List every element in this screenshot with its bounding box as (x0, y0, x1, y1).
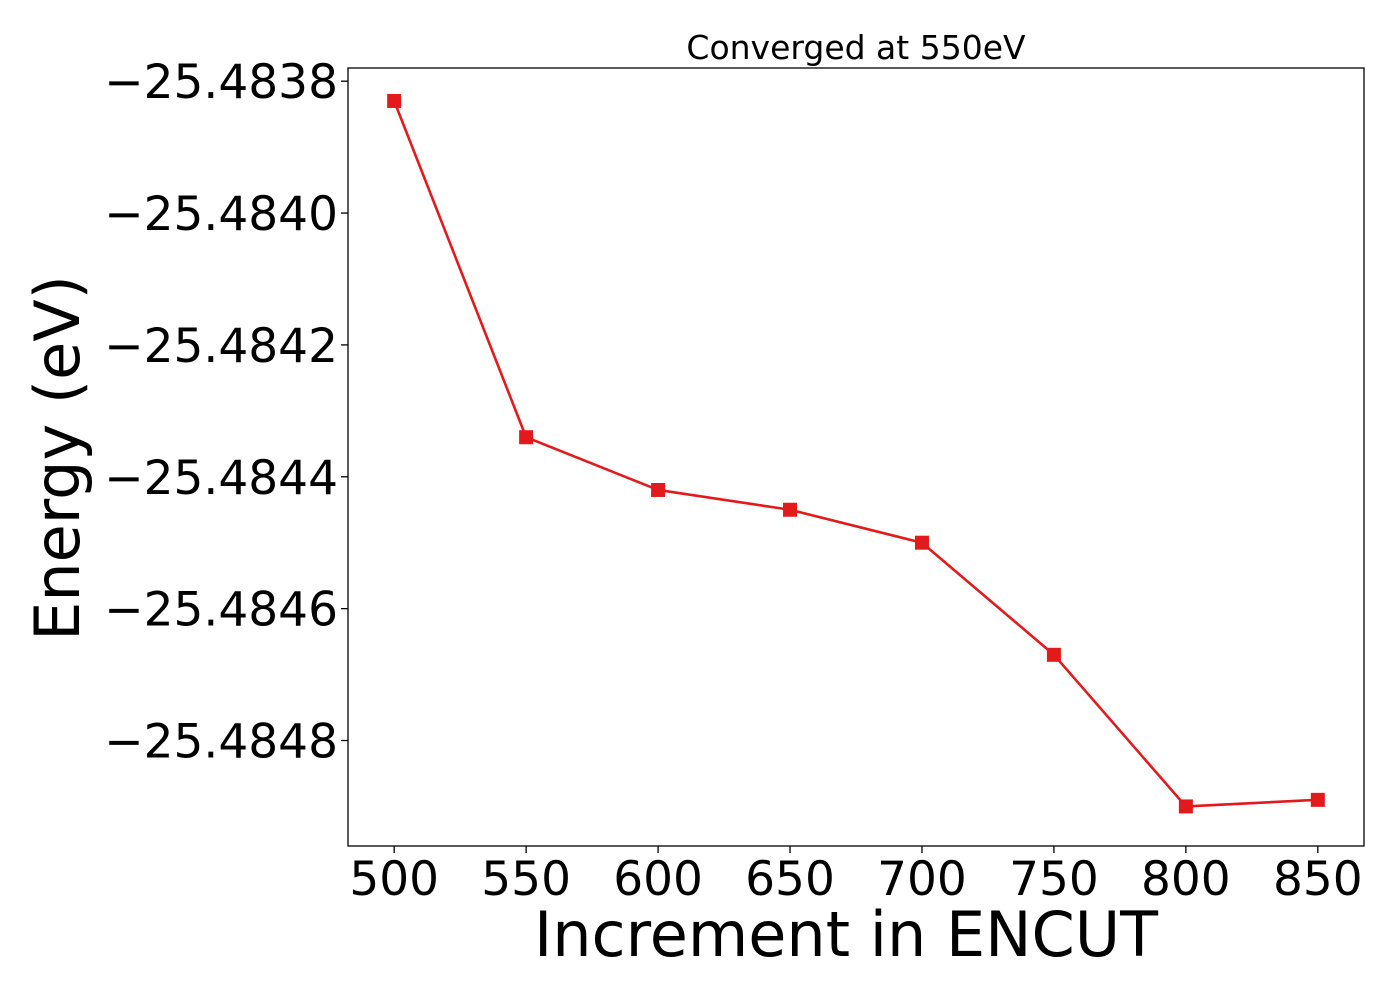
data-point-marker (1310, 792, 1325, 807)
x-axis-ticks: 500 550 600 650 700 750 800 850 (349, 846, 1363, 907)
data-point-marker (783, 502, 798, 517)
data-point-marker (914, 535, 929, 550)
y-tick-label: −25.4842 (104, 319, 338, 374)
y-axis-label: Energy (eV) (21, 275, 94, 641)
x-tick-label: 800 (1141, 852, 1231, 907)
x-tick-label: 500 (349, 852, 439, 907)
x-tick-label: 600 (613, 852, 703, 907)
plot-frame (347, 67, 1365, 847)
series-layer (387, 93, 1325, 814)
x-tick-label: 550 (481, 852, 571, 907)
data-point-marker (1178, 799, 1193, 814)
data-point-marker (387, 93, 402, 108)
x-axis-label: Increment in ENCUT (534, 898, 1159, 971)
series-line (392, 100, 1318, 808)
y-tick-label: −25.4840 (104, 187, 338, 242)
data-point-marker (651, 482, 666, 497)
y-tick-label: −25.4848 (104, 715, 338, 770)
y-axis-ticks: −25.4838 −25.4840 −25.4842 −25.4844 −25.4846… (104, 55, 348, 770)
data-point-marker (1046, 647, 1061, 662)
data-point-marker (519, 430, 534, 445)
x-tick-label: 750 (1009, 852, 1099, 907)
y-tick-label: −25.4846 (104, 583, 338, 638)
y-tick-label: −25.4838 (104, 55, 338, 110)
chart-title: Converged at 550eV (686, 28, 1026, 67)
x-tick-label: 650 (745, 852, 835, 907)
x-tick-label: 850 (1273, 852, 1363, 907)
x-tick-label: 700 (877, 852, 967, 907)
y-tick-label: −25.4844 (104, 451, 338, 506)
